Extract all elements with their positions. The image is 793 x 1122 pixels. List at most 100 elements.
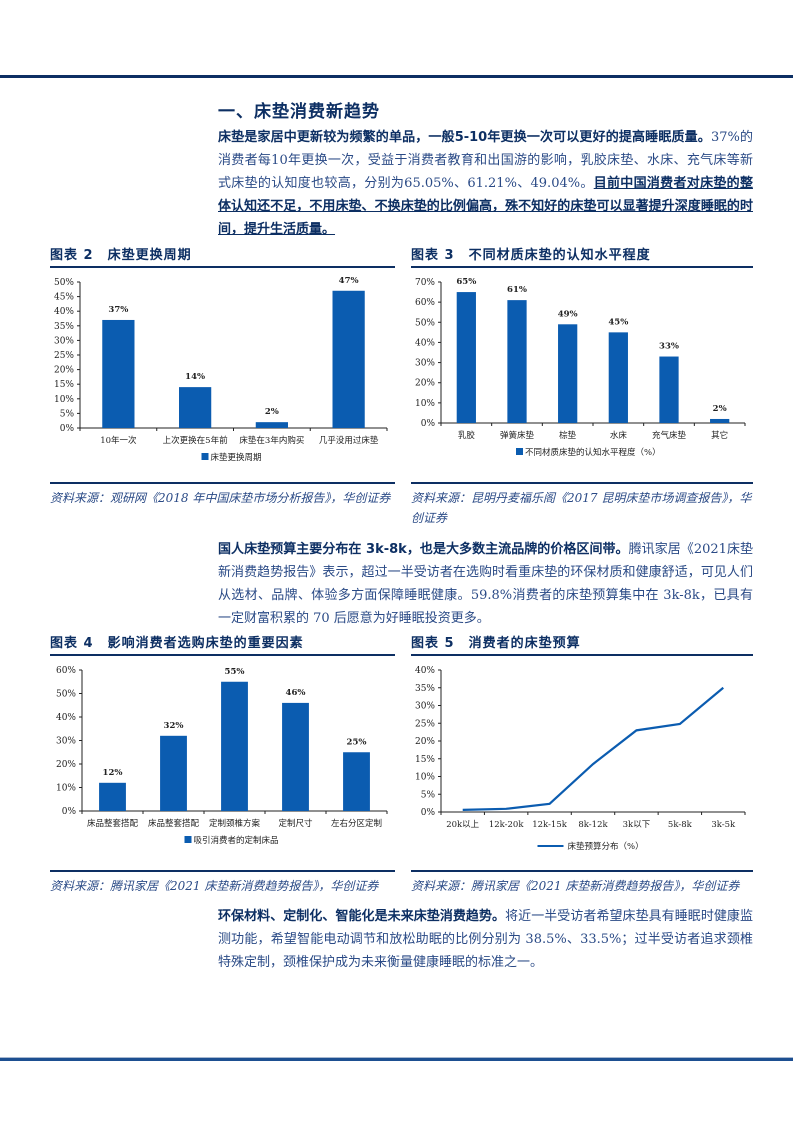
y-tick-label: 25% bbox=[415, 719, 435, 729]
bar-data-label: 2% bbox=[265, 407, 279, 417]
legend: 不同材质床垫的认知水平程度（%） bbox=[516, 447, 661, 458]
figure-4: 图表 4 影响消费者选购床垫的重要因素 0% 10% 20% 30% 40% 50% 60% 床… bbox=[50, 632, 395, 896]
bar-data-label: 45% bbox=[608, 317, 628, 327]
y-tick-label: 10% bbox=[56, 784, 76, 794]
legend: 吸引消费者的定制床品 bbox=[184, 835, 279, 846]
figure-2-chart: 0% 5% 10% 15% 20% 25% 30% 35% 40% 45% 50% 10年一次 上次更换… bbox=[54, 276, 388, 463]
legend-swatch bbox=[516, 448, 523, 455]
y-tick-label: 60% bbox=[56, 666, 76, 676]
line-series bbox=[462, 686, 724, 811]
bar bbox=[160, 735, 187, 811]
bar bbox=[558, 324, 578, 423]
figure-5-title: 图表 5 消费者的床垫预算 bbox=[411, 632, 753, 656]
footer-rule bbox=[0, 1057, 793, 1061]
y-tick-label: 10% bbox=[54, 395, 74, 405]
bar bbox=[710, 418, 730, 423]
header-rule bbox=[0, 75, 793, 78]
y-tick-label: 40% bbox=[415, 338, 435, 348]
y-tick-label: 20% bbox=[54, 366, 74, 376]
bar-data-label: 14% bbox=[185, 372, 205, 382]
bar-data-label: 33% bbox=[659, 342, 679, 352]
x-category-label: 其它 bbox=[711, 430, 728, 441]
x-category-label: 床品整套搭配 bbox=[148, 818, 200, 829]
figure-3: 图表 3 不同材质床垫的认知水平程度 0% 10% 20% 30% 40% 50% 60% 70… bbox=[411, 244, 753, 528]
figure-3-chart: 0% 10% 20% 30% 40% 50% 60% 70% 乳胶 弹簧床垫 棕垫 水床 充气床垫 其它 6… bbox=[415, 277, 746, 458]
figure-5: 图表 5 消费者的床垫预算 0% 5% 10% 15% 20% 25% 30% 35% 40% 20… bbox=[411, 632, 753, 896]
x-category-label: 几乎没用过床垫 bbox=[319, 435, 379, 446]
legend-label: 不同材质床垫的认知水平程度（%） bbox=[525, 447, 661, 458]
bar-data-label: 32% bbox=[164, 721, 184, 731]
paragraph-3-lead: 环保材料、定制化、智能化是未来床垫消费趋势。 bbox=[218, 909, 506, 924]
bar bbox=[608, 332, 628, 423]
y-tick-label: 30% bbox=[415, 702, 435, 712]
y-tick-label: 35% bbox=[415, 684, 435, 694]
legend-label: 床垫更换周期 bbox=[211, 452, 262, 463]
x-category-label: 8k-12k bbox=[578, 820, 608, 830]
legend-swatch bbox=[184, 836, 192, 843]
y-tick-label: 0% bbox=[62, 807, 77, 817]
y-tick-label: 10% bbox=[415, 773, 435, 783]
y-tick-label: 10% bbox=[415, 399, 435, 409]
legend: 床垫预算分布（%） bbox=[537, 841, 644, 852]
paragraph-3-body: 将近一半受访者希望床垫具有睡眠时健康监测功能，希望智能电动调节和放松助眠的比例分… bbox=[218, 909, 753, 970]
y-tick-label: 5% bbox=[421, 790, 436, 800]
x-category-label: 上次更换在5年前 bbox=[163, 435, 228, 446]
y-tick-label: 20% bbox=[56, 760, 76, 770]
x-category-label: 乳胶 bbox=[458, 430, 476, 441]
figure-5-chart: 0% 5% 10% 15% 20% 25% 30% 35% 40% 20k以上 12k-20k 12k… bbox=[415, 666, 746, 852]
bar-data-label: 61% bbox=[507, 285, 527, 295]
bar-data-label: 55% bbox=[225, 667, 245, 677]
bar bbox=[221, 681, 248, 811]
y-tick-label: 40% bbox=[415, 666, 435, 676]
legend-label: 床垫预算分布（%） bbox=[568, 841, 644, 852]
y-tick-label: 5% bbox=[60, 409, 75, 419]
y-tick-label: 30% bbox=[56, 737, 76, 747]
paragraph-1-body: 37%的消费者每10年更换一次，受益于消费者教育和出国游的影响，乳胶床垫、水床、… bbox=[218, 130, 753, 191]
x-category-label: 定制颈椎方案 bbox=[209, 818, 261, 829]
y-tick-label: 50% bbox=[415, 318, 435, 328]
paragraph-3: 环保材料、定制化、智能化是未来床垫消费趋势。将近一半受访者希望床垫具有睡眠时健康… bbox=[218, 905, 753, 974]
y-tick-label: 0% bbox=[421, 808, 436, 818]
section-title: 一、床垫消费新趋势 bbox=[218, 102, 380, 122]
bar-data-label: 49% bbox=[558, 309, 578, 319]
y-tick-label: 60% bbox=[415, 298, 435, 308]
legend-swatch bbox=[201, 453, 209, 460]
bar-data-label: 65% bbox=[456, 277, 476, 287]
paragraph-1: 床垫是家居中更新较为频繁的单品，一般5-10年更换一次可以更好的提高睡眠质量。3… bbox=[218, 126, 753, 241]
bar-data-label: 2% bbox=[713, 404, 727, 414]
x-category-label: 3k以下 bbox=[623, 820, 651, 830]
figure-3-title: 图表 3 不同材质床垫的认知水平程度 bbox=[411, 244, 753, 268]
y-tick-label: 50% bbox=[54, 278, 74, 288]
bar bbox=[255, 422, 288, 428]
bar bbox=[456, 292, 476, 423]
y-tick-label: 20% bbox=[415, 737, 435, 747]
figure-4-chart: 0%10%20%30%40%50%60%床品整套搭配 床品整套搭配 定制颈椎方案 定制… bbox=[56, 666, 388, 846]
x-category-label: 10年一次 bbox=[100, 435, 137, 446]
x-category-label: 12k-15k bbox=[532, 820, 568, 830]
bar-data-label: 12% bbox=[103, 768, 123, 778]
figure-4-source: 资料来源：腾讯家居《2021 床垫新消费趋势报告》，华创证券 bbox=[50, 870, 395, 896]
paragraph-1-emphasis: 目前中国消费者对床垫的整体认知还不足，不用床垫、不换床垫的比例偏高，殊不知好的床… bbox=[218, 176, 753, 237]
bar bbox=[282, 702, 309, 811]
figure-5-source: 资料来源：腾讯家居《2021 床垫新消费趋势报告》，华创证券 bbox=[411, 870, 753, 896]
bar bbox=[332, 290, 365, 428]
legend: 床垫更换周期 bbox=[201, 452, 262, 463]
bar-data-label: 25% bbox=[347, 737, 367, 747]
y-tick-label: 25% bbox=[54, 351, 74, 361]
y-tick-label: 40% bbox=[56, 713, 76, 723]
bar bbox=[102, 319, 135, 428]
y-tick-label: 0% bbox=[421, 419, 436, 429]
figure-4-title: 图表 4 影响消费者选购床垫的重要因素 bbox=[50, 632, 395, 656]
x-category-label: 弹簧床垫 bbox=[500, 430, 535, 441]
x-category-label: 5k-8k bbox=[668, 820, 693, 830]
x-category-label: 充气床垫 bbox=[652, 430, 687, 441]
x-category-label: 床品整套搭配 bbox=[87, 818, 139, 829]
bar-data-label: 46% bbox=[286, 688, 306, 698]
x-category-label: 床垫在3年内购买 bbox=[239, 435, 304, 446]
legend-label: 吸引消费者的定制床品 bbox=[194, 835, 279, 846]
paragraph-2-body: 腾讯家居《2021床垫新消费趋势报告》表示，超过一半受访者在选购时看重床垫的环保… bbox=[218, 542, 753, 626]
y-tick-label: 15% bbox=[54, 380, 74, 390]
y-tick-label: 70% bbox=[415, 278, 435, 288]
x-category-label: 3k-5k bbox=[711, 820, 736, 830]
x-category-label: 12k-20k bbox=[489, 820, 525, 830]
